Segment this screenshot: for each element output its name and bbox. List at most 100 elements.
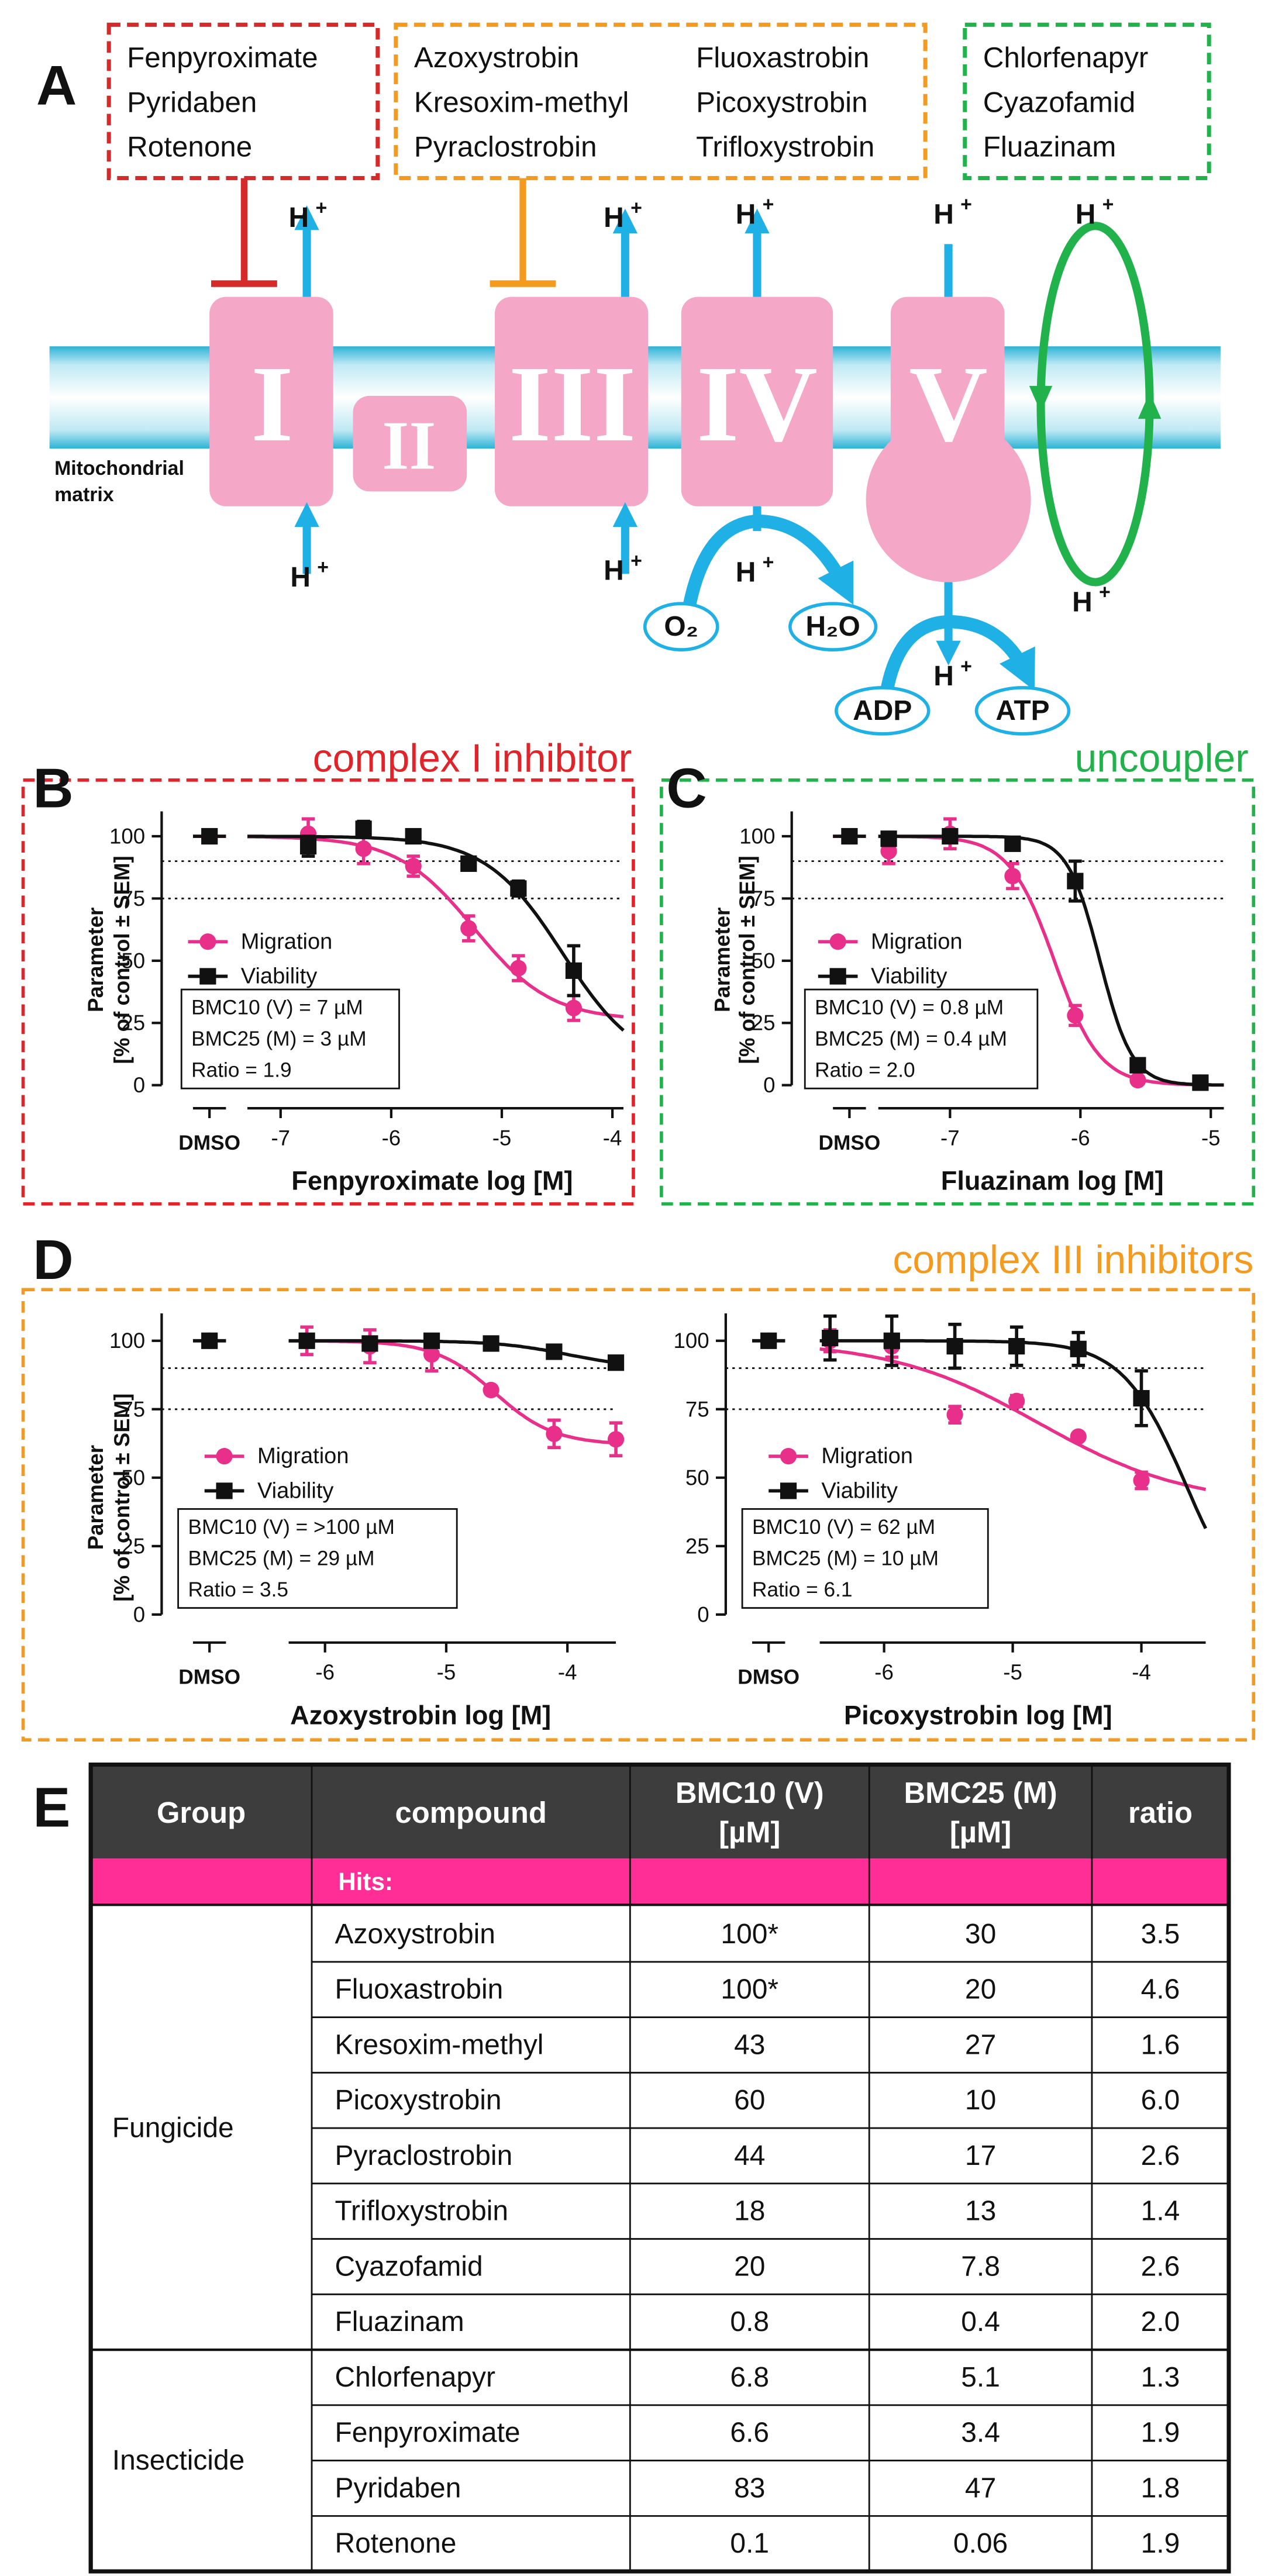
fit-curve [288, 1339, 616, 1445]
y-tick-label: 75 [752, 887, 776, 911]
y-tick-label: 25 [121, 1534, 145, 1558]
panel-title: complex III inhibitors [892, 1238, 1253, 1282]
header-cell: compound [395, 1796, 546, 1829]
control-point [760, 1332, 777, 1349]
table-cell: 27 [965, 2029, 996, 2060]
x-tick-label: -4 [558, 1660, 577, 1684]
data-point [1133, 1472, 1150, 1489]
table-cell: 83 [734, 2472, 765, 2503]
data-point [546, 1343, 563, 1360]
y-tick-label: 100 [109, 1329, 145, 1353]
data-point [1008, 1338, 1025, 1355]
legend-label: Migration [871, 929, 963, 954]
proton-charge: + [763, 551, 774, 574]
y-tick-label: 50 [121, 949, 145, 973]
table-cell: 2.6 [1141, 2251, 1180, 2282]
annotation-line: Ratio = 1.9 [191, 1059, 291, 1082]
x-tick-label: -6 [1071, 1126, 1090, 1150]
data-point [510, 960, 527, 977]
inhibitor-name: Trifloxystrobin [696, 130, 874, 163]
inhibitor-box [106, 22, 380, 181]
panel-title: uncoupler [1075, 737, 1249, 781]
data-point [880, 830, 897, 847]
table-cell: Fluazinam [335, 2306, 464, 2337]
y-tick-label: 75 [121, 887, 145, 911]
reaction-arrow [881, 615, 1035, 691]
x-tick-label: -6 [382, 1126, 401, 1150]
panel-frame [21, 778, 635, 1206]
y-axis-label: [% of control ± SEM] [110, 1394, 134, 1602]
proton-label: H + [736, 194, 774, 230]
group-cell: Insecticide [112, 2445, 244, 2476]
table-cell: Fenpyroximate [335, 2418, 521, 2449]
y-tick-label: 25 [752, 1011, 776, 1035]
complex [495, 296, 649, 506]
table-cell: Pyridaben [335, 2472, 461, 2503]
data-point [423, 1346, 440, 1363]
table-cell: 44 [734, 2140, 765, 2171]
data-point [1129, 1072, 1146, 1089]
inhibitor-name: Fluoxastrobin [696, 42, 869, 74]
table-cell: 20 [965, 1974, 996, 2005]
legend-marker [829, 968, 846, 985]
data-point [1070, 1428, 1087, 1445]
annotation-line: BMC25 (M) = 29 µM [188, 1547, 375, 1570]
data-point [510, 880, 527, 897]
molecule-outline [643, 602, 719, 651]
proton-symbol: H [736, 557, 756, 588]
table-header [91, 1764, 1229, 1859]
table-cell: 100* [721, 1919, 778, 1950]
y-tick-label: 25 [121, 1011, 145, 1035]
data-point [405, 827, 422, 845]
inhibitor-name: Azoxystrobin [414, 42, 579, 74]
y-axis-label: [% of control ± SEM] [110, 856, 134, 1064]
y-tick-label: 0 [697, 1602, 709, 1626]
x-axis-label: Picoxystrobin log [M] [844, 1700, 1112, 1730]
data-point [299, 837, 317, 855]
proton-label: H + [933, 194, 972, 230]
inhibitor-name: Fluazinam [983, 130, 1117, 163]
table-cell: 1.3 [1141, 2362, 1180, 2393]
proton-charge: + [317, 556, 329, 578]
reaction-arrow [683, 514, 854, 607]
table-cell: 13 [965, 2196, 996, 2227]
panel-frame [21, 1288, 1256, 1742]
table-cell: 1.6 [1141, 2029, 1180, 2060]
panel-label: B [33, 757, 73, 820]
data-point [880, 843, 897, 860]
inhibitor-name: Kresoxim-methyl [414, 86, 629, 118]
table-frame [88, 1762, 1231, 2574]
molecule-label: H₂O [806, 611, 860, 642]
control-label: DMSO [738, 1666, 800, 1689]
legend-label: Migration [241, 929, 333, 954]
x-tick-label: -5 [492, 1126, 512, 1150]
proton-label: H + [736, 551, 774, 588]
inhibitor-name: Picoxystrobin [696, 86, 867, 118]
data-point [1004, 835, 1021, 852]
molecule-outline [974, 686, 1071, 736]
annotation-box [177, 1508, 458, 1609]
table-cell: 0.06 [953, 2528, 1008, 2559]
y-axis-label: [% of control ± SEM] [735, 856, 759, 1064]
data-point [942, 827, 959, 845]
x-tick-label: -5 [1201, 1126, 1221, 1150]
header-cell: BMC10 (V) [676, 1776, 824, 1809]
panel-label: D [33, 1229, 73, 1291]
molecule-outline [788, 602, 878, 651]
data-point [565, 999, 583, 1016]
section-row [91, 1858, 1229, 1905]
complex-label: V [909, 344, 987, 464]
data-point [607, 1354, 625, 1371]
proton-symbol: H [289, 202, 309, 233]
y-tick-label: 25 [685, 1534, 709, 1558]
table-cell: 1.4 [1141, 2196, 1180, 2227]
proton-symbol: H [1072, 587, 1093, 618]
proton-label: H + [290, 556, 329, 592]
annotation-line: BMC10 (V) = 62 µM [752, 1516, 935, 1539]
annotation-line: BMC25 (M) = 10 µM [752, 1547, 939, 1570]
proton-label: H + [289, 196, 328, 233]
y-tick-label: 0 [133, 1073, 145, 1097]
y-tick-label: 50 [752, 949, 776, 973]
y-tick-label: 50 [121, 1465, 145, 1489]
legend-label: Viability [821, 1478, 897, 1503]
